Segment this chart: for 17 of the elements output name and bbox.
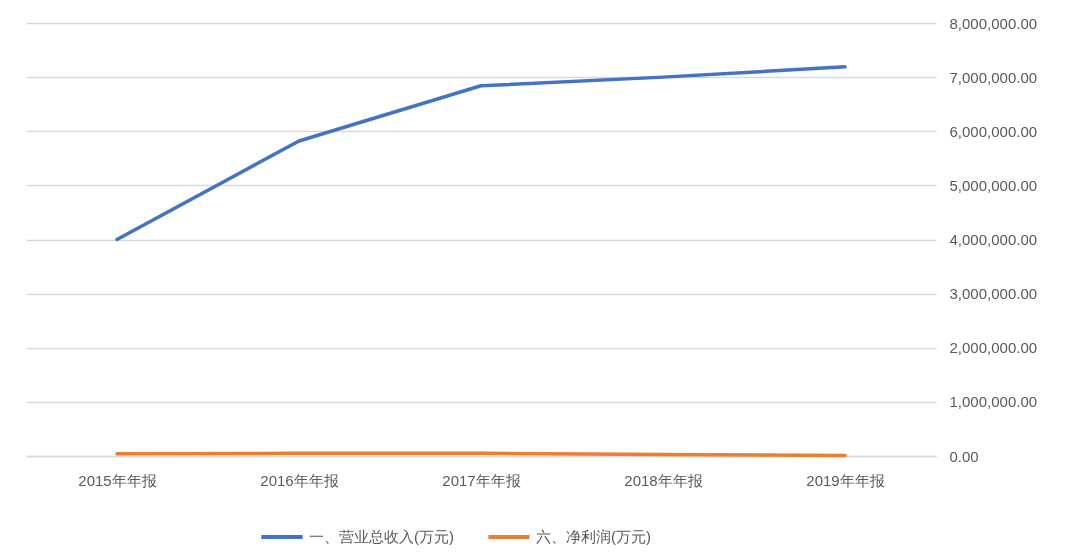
y-tick-label: 8,000,000.00 xyxy=(949,14,1038,32)
x-tick-label: 2015年年报 xyxy=(78,471,157,489)
y-tick-label: 4,000,000.00 xyxy=(949,231,1038,248)
y-tick-label: 1,000,000.00 xyxy=(949,393,1038,411)
y-tick-label: 3,000,000.00 xyxy=(949,285,1038,303)
y-tick-label: 0.00 xyxy=(949,447,979,465)
x-tick-label: 2017年年报 xyxy=(442,471,521,489)
x-tick-label: 2019年年报 xyxy=(806,471,885,489)
x-tick-label: 2016年年报 xyxy=(260,471,339,489)
line-series xyxy=(115,65,847,242)
y-tick-label: 2,000,000.00 xyxy=(949,339,1038,357)
y-tick-label: 6,000,000.00 xyxy=(949,122,1038,140)
legend-label: 六、净利润(万元) xyxy=(536,528,651,545)
y-tick-label: 5,000,000.00 xyxy=(949,176,1038,194)
y-tick-label: 7,000,000.00 xyxy=(949,68,1038,86)
legend-label: 一、营业总收入(万元) xyxy=(309,528,454,545)
x-tick-label: 2018年年报 xyxy=(624,471,703,489)
